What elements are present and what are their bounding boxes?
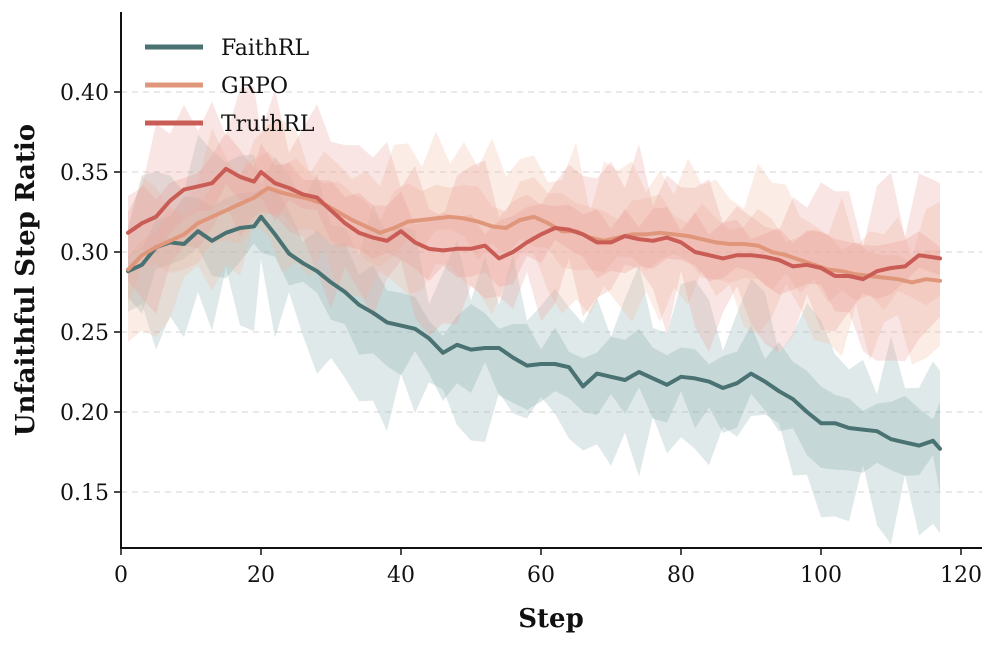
x-tick-label: 80 bbox=[667, 563, 695, 588]
legend-label-faithrl: FaithRL bbox=[221, 36, 309, 61]
x-tick-label: 0 bbox=[114, 563, 128, 588]
x-tick-label: 100 bbox=[800, 563, 842, 588]
x-ticks: 0 20 40 60 80 100 120 bbox=[114, 548, 982, 588]
series-line-grpo bbox=[126, 186, 942, 285]
y-tick-label: 0.20 bbox=[60, 401, 109, 426]
y-ticks: 0.15 0.20 0.25 0.30 0.35 0.40 bbox=[60, 81, 121, 506]
band-truthrl-inner bbox=[128, 132, 940, 313]
legend-label-truthrl: TruthRL bbox=[221, 112, 315, 137]
band-faithrl-outer bbox=[128, 135, 940, 545]
x-axis-title: Step bbox=[518, 604, 584, 634]
series-line-truthrl bbox=[126, 166, 942, 282]
band-faithrl-inner bbox=[128, 187, 940, 494]
band-grpo-outer bbox=[128, 119, 940, 365]
legend-label-grpo: GRPO bbox=[221, 74, 288, 99]
y-tick-label: 0.25 bbox=[60, 321, 109, 346]
x-tick-label: 60 bbox=[527, 563, 555, 588]
legend: FaithRL GRPO TruthRL bbox=[145, 36, 315, 137]
y-tick-label: 0.35 bbox=[60, 161, 109, 186]
x-tick-label: 120 bbox=[940, 563, 982, 588]
series-line-faithrl bbox=[126, 214, 942, 451]
confidence-bands bbox=[128, 86, 940, 545]
y-axis-title: Unfaithful Step Ratio bbox=[11, 124, 41, 436]
grid-lines bbox=[121, 91, 982, 493]
band-grpo-inner bbox=[128, 151, 940, 311]
y-tick-label: 0.40 bbox=[60, 81, 109, 106]
x-tick-label: 20 bbox=[247, 563, 275, 588]
x-tick-label: 40 bbox=[387, 563, 415, 588]
y-tick-label: 0.30 bbox=[60, 241, 109, 266]
axes bbox=[120, 12, 982, 549]
y-tick-label: 0.15 bbox=[60, 481, 109, 506]
series-lines bbox=[126, 166, 942, 451]
band-truthrl-outer bbox=[128, 86, 940, 362]
